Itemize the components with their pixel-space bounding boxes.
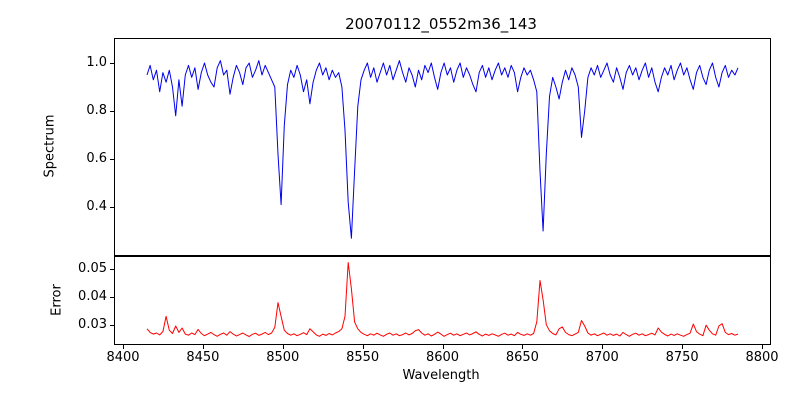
x-tick-label: 8600 (425, 350, 460, 365)
x-tick-mark (202, 345, 204, 349)
x-tick-mark (442, 345, 444, 349)
x-tick-mark (762, 345, 763, 349)
error-line-svg (146, 262, 739, 337)
x-tick-mark (282, 345, 284, 349)
y-tick-mark (110, 63, 114, 64)
x-tick-label: 8800 (745, 350, 779, 365)
x-tick-label: 8750 (665, 350, 699, 365)
y-tick-label: 0.8 (86, 103, 107, 118)
y-tick-label: 0.05 (78, 261, 107, 277)
x-tick-mark (122, 345, 124, 349)
x-tick-mark (682, 345, 684, 349)
x-tick-label: 8550 (346, 350, 380, 365)
y-tick-mark (110, 111, 114, 112)
x-tick-label: 8400 (106, 350, 140, 365)
y-tick-mark (110, 159, 114, 160)
x-tick-mark (602, 345, 604, 349)
y-tick-label: 0.6 (86, 151, 107, 166)
y-tick-mark (110, 269, 114, 271)
error-axes (114, 256, 771, 345)
y-tick-label: 0.04 (78, 289, 107, 305)
x-tick-label: 8650 (505, 350, 539, 365)
y-tick-mark (110, 207, 114, 208)
x-tick-label: 8450 (186, 350, 220, 365)
spectrum-line-svg (146, 60, 739, 239)
error-line (146, 262, 739, 337)
y-tick-label: 0.03 (78, 316, 107, 332)
y-tick-mark (110, 297, 114, 299)
x-axis-label: Wavelength (402, 368, 480, 383)
x-tick-label: 8700 (585, 350, 619, 365)
y-tick-mark (110, 324, 114, 326)
spectrum-line (146, 60, 739, 239)
x-tick-label: 8500 (266, 350, 300, 365)
y-tick-label: 1.0 (86, 55, 107, 70)
spectrum-y-axis-label: Spectrum (42, 114, 58, 178)
y-tick-label: 0.4 (86, 199, 107, 214)
spectrum-axes (114, 38, 771, 256)
x-tick-mark (522, 345, 524, 349)
plot-title: 20070112_0552m36_143 (345, 15, 537, 33)
x-tick-mark (362, 345, 364, 349)
